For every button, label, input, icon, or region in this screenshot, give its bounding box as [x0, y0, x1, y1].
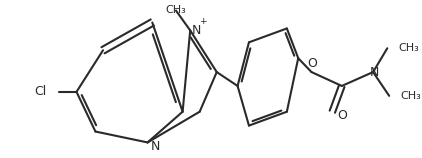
Text: CH₃: CH₃ [399, 43, 419, 53]
Text: +: + [199, 18, 206, 27]
Text: CH₃: CH₃ [165, 5, 187, 15]
Text: CH₃: CH₃ [400, 91, 421, 101]
Text: N: N [369, 66, 379, 79]
Text: O: O [337, 109, 347, 122]
Text: N: N [192, 24, 201, 37]
Text: Cl: Cl [34, 85, 46, 98]
Text: N: N [150, 140, 160, 153]
Text: O: O [308, 57, 317, 70]
